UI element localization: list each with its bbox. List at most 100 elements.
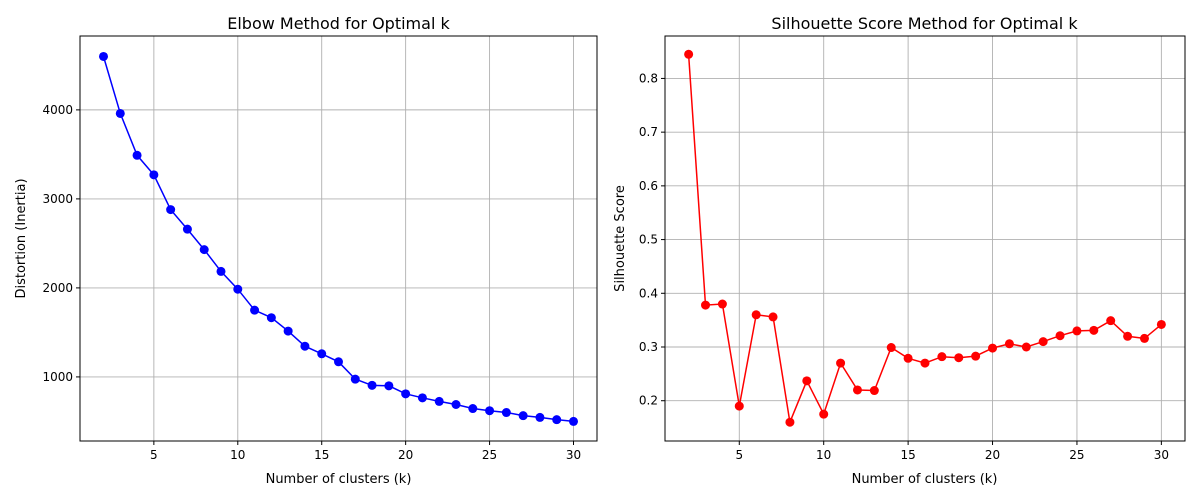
data-point (384, 381, 394, 391)
series (684, 49, 1166, 427)
data-point (751, 310, 761, 320)
data-point (903, 353, 913, 363)
data-point (182, 224, 192, 234)
data-point (920, 358, 930, 368)
data-point (149, 170, 159, 180)
data-point (552, 415, 562, 425)
data-point (988, 343, 998, 353)
data-point (717, 299, 727, 309)
data-point (334, 357, 343, 367)
data-point (734, 401, 744, 411)
data-point (283, 326, 293, 336)
y-axis-label: Distortion (Inertia) (14, 178, 29, 298)
x-axis-label: Number of clusters (k) (852, 472, 998, 487)
x-tick-label: 10 (816, 448, 831, 462)
data-point (1106, 316, 1116, 326)
grid (80, 36, 597, 441)
data-point (216, 266, 226, 276)
y-tick-label: 2000 (42, 281, 73, 295)
data-point (684, 49, 694, 59)
chart-title: Silhouette Score Method for Optimal k (771, 14, 1078, 33)
x-ticks: 5 10 15 20 25 30 (735, 441, 1169, 462)
data-point (869, 386, 879, 396)
y-tick-label: 0.8 (639, 71, 658, 85)
data-point (1038, 337, 1048, 347)
y-tick-label: 0.6 (639, 179, 658, 193)
data-point (1156, 319, 1166, 329)
data-point (802, 376, 812, 386)
data-point (1021, 342, 1031, 352)
data-point (434, 396, 444, 406)
plot-frame (79, 35, 598, 442)
y-tick-label: 1000 (42, 370, 73, 384)
data-point (367, 380, 377, 390)
data-point (132, 150, 142, 160)
series (99, 51, 578, 426)
data-point (836, 358, 846, 368)
data-point (250, 305, 260, 315)
data-point (1055, 331, 1065, 341)
data-point (518, 411, 528, 421)
data-point (971, 351, 981, 361)
grid (665, 36, 1185, 441)
data-point (954, 353, 964, 363)
data-point (535, 412, 545, 422)
data-point (317, 349, 327, 359)
y-ticks: 0.2 0.3 0.4 0.5 0.6 0.7 0.8 (639, 71, 665, 408)
data-point (768, 312, 778, 322)
y-tick-label: 0.2 (639, 394, 658, 408)
x-tick-label: 30 (566, 448, 581, 462)
data-point (350, 374, 360, 384)
data-point (468, 404, 478, 414)
y-tick-label: 0.3 (639, 340, 658, 354)
x-axis-label: Number of clusters (k) (266, 472, 412, 487)
y-axis-label: Silhouette Score (613, 185, 628, 292)
data-point (886, 343, 896, 353)
x-tick-label: 5 (150, 448, 158, 462)
data-point (1123, 331, 1133, 341)
data-point (266, 313, 276, 323)
y-tick-label: 0.7 (639, 125, 658, 139)
x-tick-label: 5 (735, 448, 743, 462)
x-ticks: 5 10 15 20 25 30 (150, 441, 581, 462)
data-point (701, 300, 711, 310)
data-point (417, 393, 427, 403)
x-tick-label: 20 (985, 448, 1000, 462)
x-tick-label: 15 (314, 448, 329, 462)
data-point (401, 389, 411, 399)
data-point (99, 51, 108, 61)
silhouette-chart: Silhouette Score Method for Optimal k 5 1… (613, 14, 1186, 487)
data-point (852, 385, 862, 395)
data-point (1139, 333, 1149, 343)
data-point (819, 409, 829, 419)
data-point (199, 245, 209, 255)
data-point (501, 408, 511, 418)
data-point (937, 352, 947, 362)
chart-title: Elbow Method for Optimal k (227, 14, 450, 33)
data-point (115, 108, 125, 118)
x-tick-label: 30 (1154, 448, 1169, 462)
y-tick-label: 4000 (42, 103, 73, 117)
x-tick-label: 20 (398, 448, 413, 462)
data-point (1004, 339, 1014, 349)
x-tick-label: 25 (482, 448, 497, 462)
data-point (233, 284, 243, 294)
data-point (300, 341, 310, 351)
x-tick-label: 10 (230, 448, 245, 462)
data-point (485, 406, 495, 416)
y-tick-label: 3000 (42, 192, 73, 206)
data-point (569, 416, 578, 426)
y-tick-label: 0.4 (639, 286, 658, 300)
data-point (1089, 325, 1099, 335)
x-tick-label: 25 (1069, 448, 1084, 462)
series-line (102, 56, 574, 423)
x-tick-label: 15 (900, 448, 915, 462)
data-point (166, 205, 176, 215)
y-ticks: 1000 2000 3000 4000 (42, 103, 80, 384)
elbow-chart: Elbow Method for Optimal k 5 10 15 20 25 30 1… (14, 14, 598, 487)
y-tick-label: 0.5 (639, 233, 658, 247)
plot-frame (664, 35, 1186, 442)
data-point (1072, 326, 1082, 336)
data-point (785, 417, 795, 427)
